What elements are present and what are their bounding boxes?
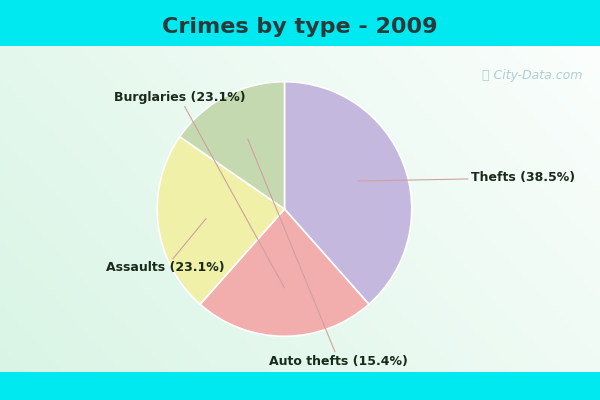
Text: Burglaries (23.1%): Burglaries (23.1%) [114, 91, 284, 288]
Text: Auto thefts (15.4%): Auto thefts (15.4%) [248, 139, 408, 368]
Text: ⓘ City-Data.com: ⓘ City-Data.com [482, 69, 582, 82]
Text: Thefts (38.5%): Thefts (38.5%) [358, 172, 575, 184]
Wedge shape [157, 137, 284, 304]
Wedge shape [180, 82, 284, 209]
Text: Crimes by type - 2009: Crimes by type - 2009 [162, 17, 438, 37]
Wedge shape [200, 209, 369, 336]
Wedge shape [284, 82, 412, 304]
Text: Assaults (23.1%): Assaults (23.1%) [106, 218, 224, 274]
